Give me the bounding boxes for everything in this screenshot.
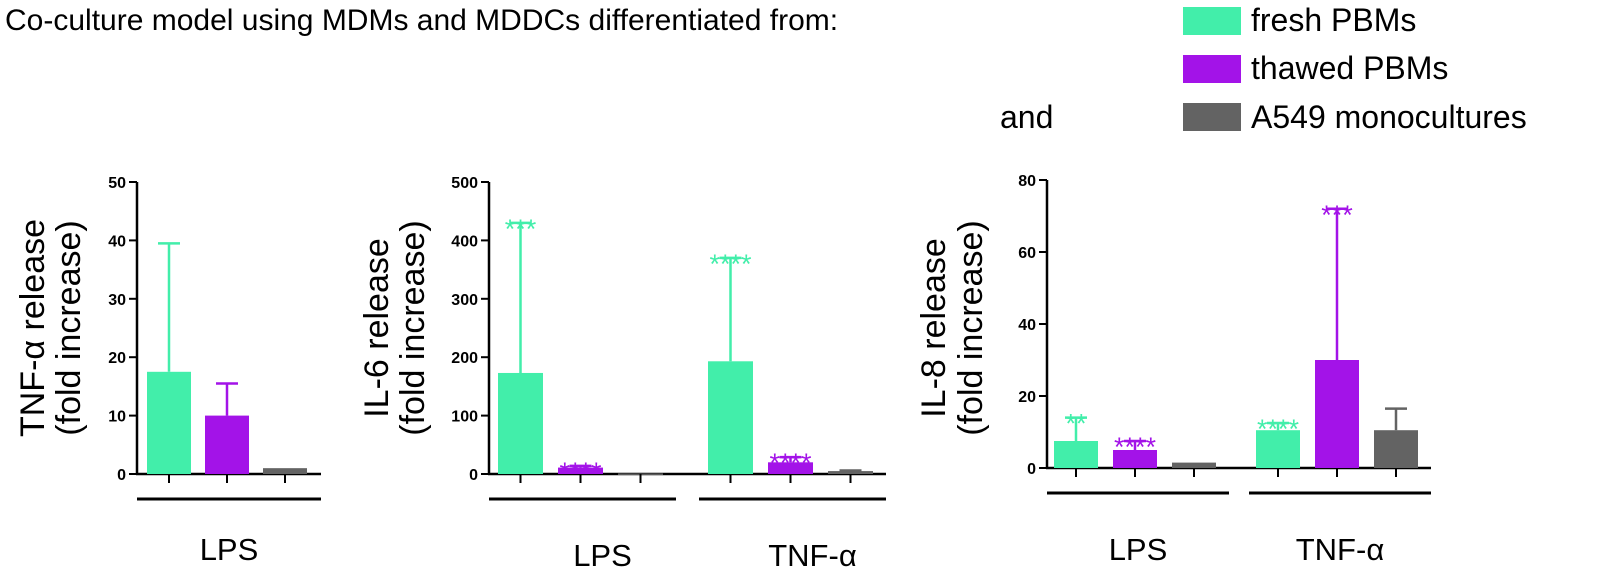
significance-stars: **** [769,448,812,478]
group-label: LPS [573,538,632,573]
significance-stars: **** [559,457,602,487]
bar [498,372,543,474]
bar [147,371,191,474]
y-tick-label: 20 [108,350,126,367]
bar [1256,430,1300,468]
y-tick-label: 60 [1018,245,1036,262]
bar [768,462,813,474]
group-label: LPS [1109,532,1168,567]
y-axis-label-line: (fold increase) [394,220,432,435]
y-tick-label: 300 [451,292,478,309]
y-tick-label: 10 [108,409,126,426]
y-axis-label-line: IL-8 release [915,238,953,418]
y-tick-label: 0 [1027,461,1036,478]
bar [205,415,249,474]
bar [263,468,307,474]
legend-label-a549: A549 monocultures [1251,99,1527,135]
and-label: and [1000,99,1053,135]
y-tick-label: 30 [108,292,126,309]
significance-stars: **** [709,249,752,279]
legend-swatch-a549 [1183,103,1241,131]
il-6-panel: IL-6 release(fold increase) 0 100 200 300 400… [358,175,886,573]
figure-title: Co-culture model using MDMs and MDDCs di… [5,4,838,37]
y-tick-label: 80 [1018,173,1036,190]
legend: fresh PBMs thawed PBMs A549 monocultures [1183,2,1527,135]
legend-label-thawed: thawed PBMs [1251,50,1448,86]
bar [1374,430,1418,468]
significance-stars: ** [1065,409,1087,439]
y-axis-label-line: TNF-α release [14,219,52,437]
legend-swatch-fresh [1183,7,1241,35]
bar [558,467,603,474]
group-label: TNF-α [1296,532,1385,567]
y-tick-label: 100 [451,409,478,426]
y-tick-label: 50 [108,175,126,192]
y-tick-label: 40 [108,233,126,250]
y-axis-label-line: IL-6 release [358,238,396,418]
significance-stars: **** [1257,414,1300,444]
bar [828,471,873,474]
y-tick-label: 200 [451,350,478,367]
y-axis-label-line: (fold increase) [50,220,88,435]
significance-stars: **** [1114,432,1157,462]
legend-swatch-thawed [1183,55,1241,83]
tnf-alpha-panel: TNF-α release(fold increase) 0 10 20 30 40 50 L… [14,175,321,567]
bar [1172,462,1216,468]
bar [1113,450,1157,468]
y-tick-label: 0 [117,467,126,484]
legend-label-fresh: fresh PBMs [1251,2,1416,38]
significance-stars: *** [505,214,537,244]
group-label: LPS [200,532,259,567]
il-8-panel: IL-8 release (fold increase)020406080****… [915,173,1431,567]
y-tick-label: 0 [469,467,478,484]
bar [1315,360,1359,468]
y-tick-label: 40 [1018,317,1036,334]
y-tick-label: 400 [451,233,478,250]
bar [1054,441,1098,468]
y-axis-label-line: (fold increase) [952,220,990,435]
significance-stars: *** [1321,200,1353,230]
y-tick-label: 20 [1018,389,1036,406]
y-tick-label: 500 [451,175,478,192]
group-label: TNF-α [768,538,857,573]
bar [708,361,753,474]
